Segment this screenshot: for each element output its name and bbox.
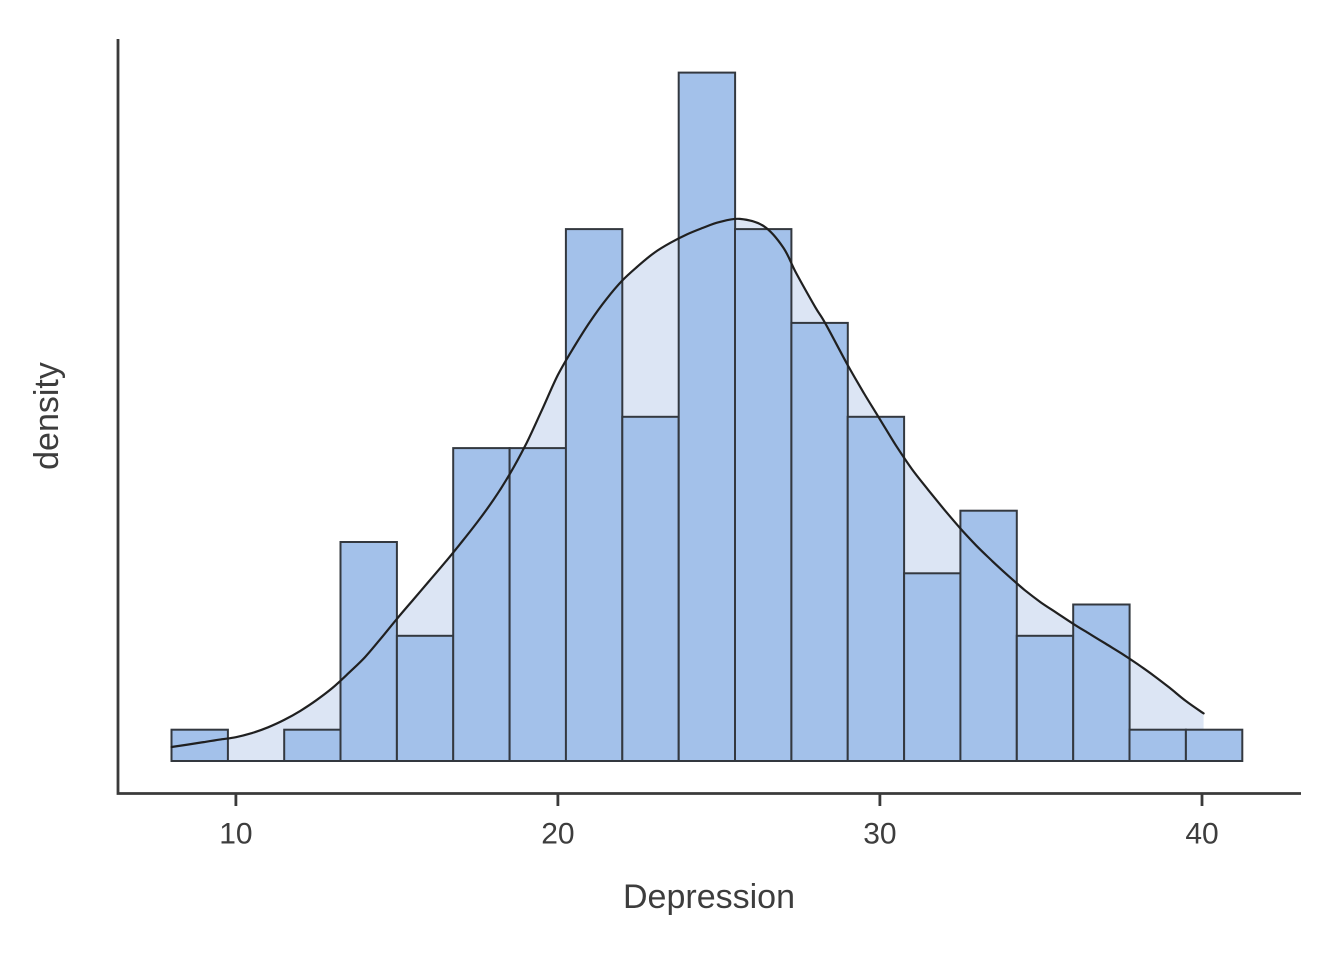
histogram-bar xyxy=(790,321,849,762)
axis-lines xyxy=(116,39,1301,795)
histogram-bar xyxy=(508,447,568,762)
histogram-bar xyxy=(677,71,737,763)
density-curve-path xyxy=(170,217,1205,749)
histogram-bar xyxy=(846,415,906,762)
x-tick-label: 30 xyxy=(863,818,896,851)
histogram-bar xyxy=(1015,634,1075,762)
x-tick-label: 40 xyxy=(1185,818,1218,851)
x-axis-ticks: 10 20 30 40 xyxy=(219,794,1219,851)
histogram-bar xyxy=(452,447,511,762)
histogram-bar xyxy=(734,228,793,763)
histogram-bar xyxy=(395,634,455,762)
histogram-bar xyxy=(1184,728,1244,763)
density-curve xyxy=(170,217,1205,749)
x-tick-label: 10 xyxy=(219,818,252,851)
histogram-bar xyxy=(1128,728,1187,763)
histogram-bar xyxy=(903,572,962,762)
x-tick-label: 20 xyxy=(541,818,574,851)
histogram-bar xyxy=(1072,603,1131,762)
histogram-bar xyxy=(959,509,1018,763)
y-axis-title: density xyxy=(28,362,66,470)
histogram-bar xyxy=(564,228,624,763)
histogram-bars xyxy=(170,71,1244,763)
axes xyxy=(116,39,1301,795)
histogram-bar xyxy=(621,415,680,762)
histogram-bar xyxy=(170,728,229,763)
histogram-bar xyxy=(283,728,342,763)
x-axis-title: Depression xyxy=(623,878,795,916)
